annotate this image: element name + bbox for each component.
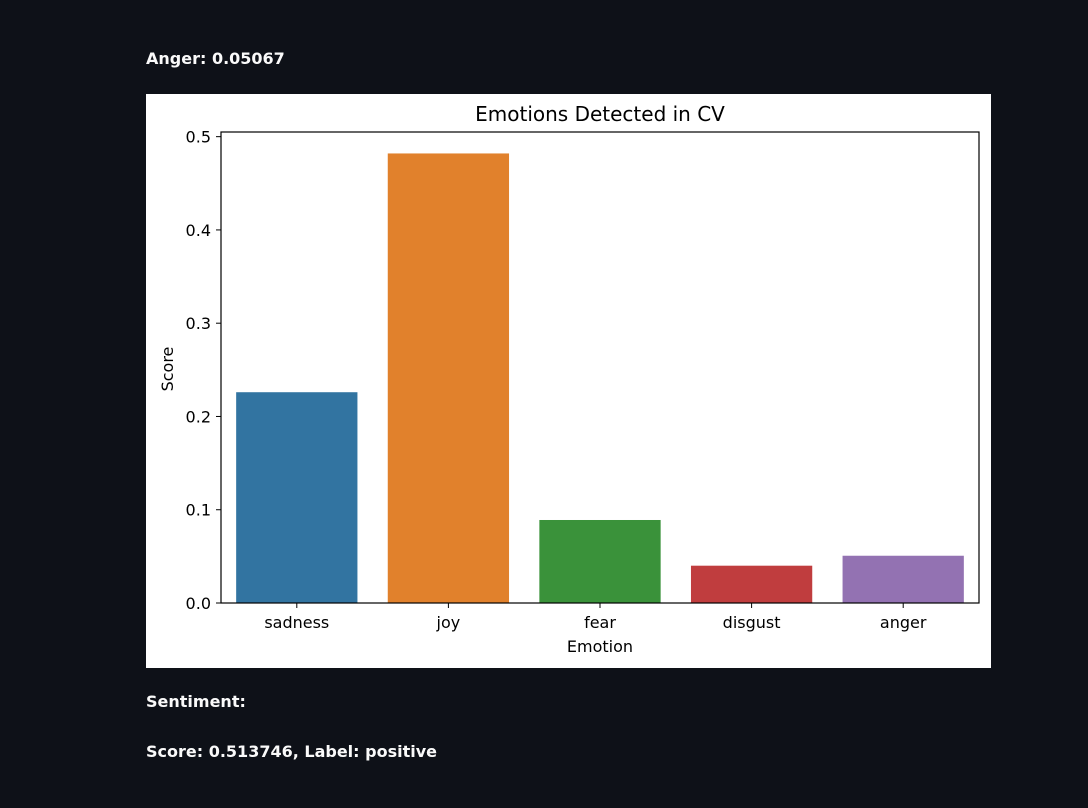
plot-frame	[220, 131, 980, 604]
bar-anger	[842, 555, 964, 603]
y-axis: 0.0 0.1 0.2 0.3 0.4 0.5	[186, 128, 221, 613]
y-tick-label: 0.3	[186, 314, 211, 333]
bar-joy	[387, 153, 510, 603]
bars-layer	[236, 153, 964, 603]
chart-title: Emotions Detected in CV	[475, 102, 725, 126]
x-tick-label-joy: joy	[436, 613, 461, 632]
y-tick-label: 0.5	[186, 128, 211, 147]
y-axis-label: Score	[158, 347, 177, 392]
emotion-chart-svg: Emotions Detected in CV 0.00.10.20.30.40…	[158, 102, 980, 656]
sentiment-score-text: Score: 0.513746, Label: positive	[146, 742, 437, 761]
y-tick-label: 0.2	[186, 407, 211, 426]
x-tick-label-disgust: disgust	[723, 613, 781, 632]
bar-fear	[539, 519, 661, 603]
bar-sadness	[236, 392, 358, 603]
x-tick-label-anger: anger	[880, 613, 927, 632]
x-axis: sadness joy fear disgust anger	[264, 603, 927, 632]
emotion-chart: Emotions Detected in CV 0.0 0.1 0.2 0.3 0.4 0…	[146, 94, 991, 668]
bar-disgust	[690, 565, 813, 603]
x-tick-label-sadness: sadness	[264, 613, 329, 632]
sentiment-heading: Sentiment:	[146, 692, 246, 711]
y-tick-label: 0.0	[186, 594, 211, 613]
x-axis-label: Emotion	[567, 637, 633, 656]
x-tick-label-fear: fear	[584, 613, 616, 632]
y-tick-label: 0.4	[186, 221, 211, 240]
anger-score-text: Anger: 0.05067	[146, 49, 285, 68]
y-tick-label: 0.1	[186, 501, 211, 520]
